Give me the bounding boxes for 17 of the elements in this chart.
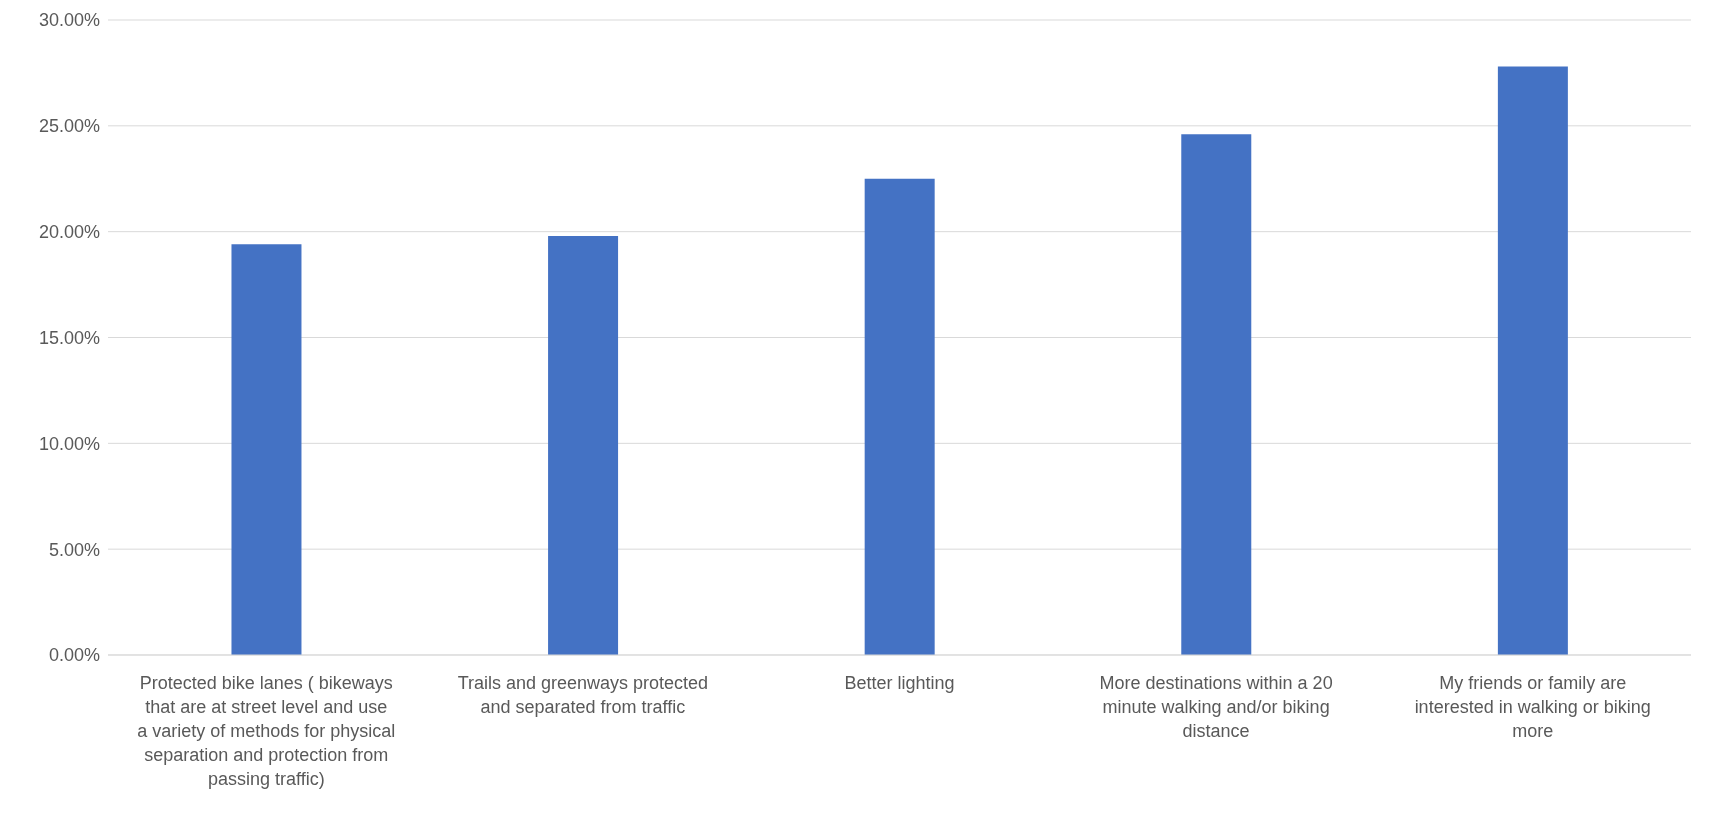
y-tick-label: 10.00% [38, 433, 100, 454]
bar [864, 178, 935, 655]
y-tick-label: 5.00% [48, 539, 100, 560]
y-tick-label: 25.00% [38, 116, 100, 137]
x-tick-label: More destinations within a 20 minute walking and/or biking distance [1099, 673, 1333, 741]
y-tick-label: 20.00% [38, 222, 100, 243]
x-tick-label: Trails and greenways protected and separated from traffic [457, 673, 709, 717]
x-tick-label: Better lighting [844, 673, 955, 693]
y-tick-label: 0.00% [48, 645, 100, 666]
bar [231, 244, 302, 655]
bar [548, 235, 619, 655]
x-tick-label: Protected bike lanes ( bikeways that are at street level and use a variety of methods for physical separation and protection from passing traffic) [137, 673, 396, 789]
x-tick-label: My friends or family are interested in walking or biking more [1414, 673, 1651, 741]
y-tick-label: 15.00% [38, 327, 100, 348]
bar [1497, 66, 1568, 655]
bar [1181, 134, 1252, 655]
y-tick-label: 30.00% [38, 10, 100, 31]
